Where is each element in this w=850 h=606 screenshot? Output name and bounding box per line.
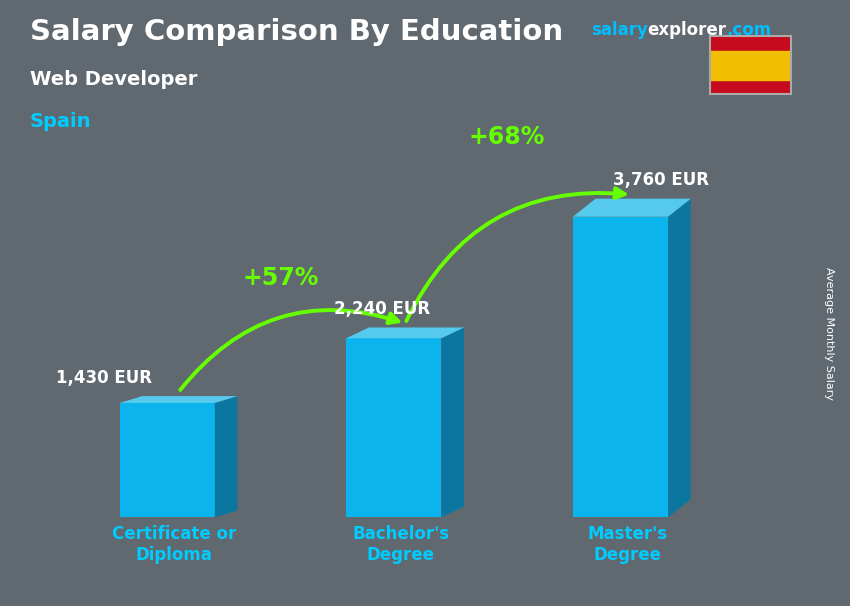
Text: explorer: explorer (648, 21, 727, 39)
Text: Certificate or
Diploma: Certificate or Diploma (112, 525, 236, 564)
Polygon shape (346, 338, 441, 518)
Text: 1,430 EUR: 1,430 EUR (56, 368, 151, 387)
Polygon shape (441, 327, 464, 518)
Text: +68%: +68% (469, 125, 546, 149)
Polygon shape (215, 396, 237, 518)
Text: Average Monthly Salary: Average Monthly Salary (824, 267, 834, 400)
Text: Salary Comparison By Education: Salary Comparison By Education (30, 18, 563, 46)
Bar (710, 51, 791, 79)
Text: salary: salary (591, 21, 648, 39)
Polygon shape (573, 217, 668, 518)
Polygon shape (120, 396, 237, 403)
Text: .com: .com (726, 21, 771, 39)
Text: Master's
Degree: Master's Degree (587, 525, 667, 564)
Text: 2,240 EUR: 2,240 EUR (334, 300, 431, 318)
Text: 3,760 EUR: 3,760 EUR (614, 171, 709, 189)
Text: +57%: +57% (242, 266, 319, 290)
Polygon shape (346, 327, 464, 338)
Text: Web Developer: Web Developer (30, 70, 197, 88)
Text: Bachelor's
Degree: Bachelor's Degree (352, 525, 449, 564)
Polygon shape (668, 199, 691, 518)
Text: Spain: Spain (30, 112, 91, 131)
Polygon shape (573, 199, 691, 217)
Polygon shape (120, 403, 215, 518)
